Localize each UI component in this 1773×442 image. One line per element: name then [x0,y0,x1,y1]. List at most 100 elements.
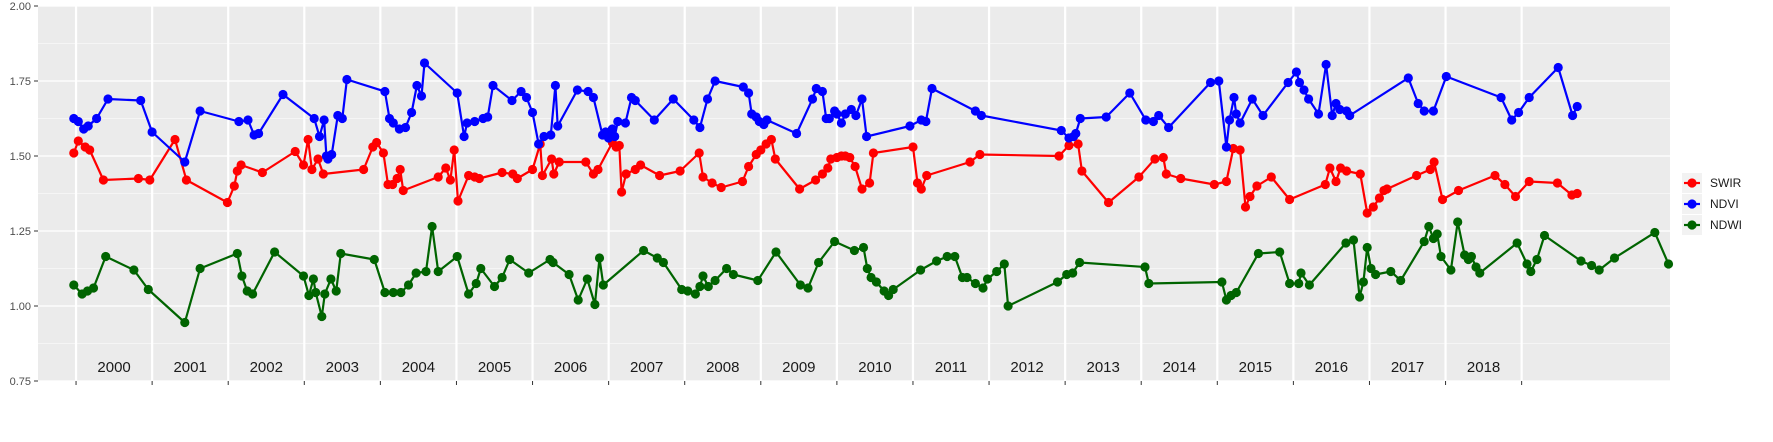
legend-label: NDWI [1710,218,1742,232]
data-point-ndwi [232,248,242,259]
data-point-swir [766,134,777,145]
data-point-ndvi [702,94,713,104]
data-point-ndvi [254,128,264,139]
data-point-ndwi [1075,257,1085,268]
data-point-ndvi [1283,77,1293,88]
data-point-ndwi [582,274,592,284]
data-point-swir [372,137,382,148]
data-point-ndwi [1650,227,1660,238]
data-point-swir [1252,181,1262,191]
data-point-swir [497,167,507,178]
data-point-ndvi [836,118,847,128]
data-point-ndwi [1526,266,1536,277]
data-point-ndwi [594,253,605,263]
year-label: 2011 [935,359,967,376]
data-point-swir [1374,193,1384,203]
data-point-ndvi [588,92,599,103]
data-point-swir [1355,169,1365,179]
data-point-ndwi [308,274,318,284]
data-point-swir [378,148,388,158]
data-point-ndvi [1294,77,1305,88]
data-point-ndvi [1214,76,1224,86]
data-point-swir [655,170,665,181]
data-point-ndvi [1224,115,1235,125]
data-point-ndvi [1075,113,1085,124]
data-point-ndwi [497,272,507,283]
data-point-swir [916,184,926,194]
data-point-ndwi [830,236,840,247]
series-layer [69,58,1674,328]
data-point-swir [1425,164,1435,175]
data-point-ndvi [689,115,699,125]
year-label: 2004 [402,359,435,376]
data-point-ndvi [610,131,620,142]
data-point-ndvi [695,122,705,133]
data-point-swir [975,149,985,160]
data-point-ndvi [337,113,347,124]
legend-item-swir: SWIR [1682,173,1742,193]
data-point-swir [537,170,548,181]
data-point-ndvi [607,124,618,134]
data-point-ndwi [421,266,431,277]
data-point-ndvi [470,116,480,127]
y-tick-label: 1.75 [10,76,31,88]
data-point-ndwi [982,274,993,284]
data-point-ndvi [851,110,861,121]
data-point-ndwi [978,283,988,293]
data-point-ndvi [180,157,190,167]
data-point-ndwi [590,299,600,310]
data-point-ndvi [462,118,472,128]
data-point-ndwi [1253,248,1263,259]
data-point-ndvi [1221,142,1231,152]
data-point-swir [795,184,805,194]
data-point-ndvi [507,95,517,106]
data-point-swir [527,164,538,175]
data-point-ndvi [136,95,146,106]
data-point-ndwi [1140,262,1150,272]
data-point-ndwi [916,265,926,275]
data-point-ndvi [521,92,532,103]
data-point-ndvi [92,113,102,124]
data-point-swir [744,161,754,172]
data-point-ndwi [524,268,534,278]
data-point-swir [1064,140,1074,151]
y-tick-label: 1.25 [10,226,31,238]
data-point-ndwi [237,271,247,281]
data-point-ndwi [317,311,327,322]
data-point-swir [1490,170,1500,181]
data-point-ndvi [807,94,818,104]
data-point-swir [593,164,603,175]
data-point-ndvi [380,86,390,97]
data-point-ndvi [1313,109,1324,119]
data-point-ndvi [1413,98,1423,109]
data-point-ndvi [792,128,802,139]
y-tick-label: 1.50 [10,151,31,163]
data-point-ndwi [950,251,960,262]
data-point-swir [1245,191,1255,202]
legend-label: SWIR [1710,176,1742,190]
data-point-ndvi [1507,115,1517,125]
data-point-swir [257,167,267,178]
y-axis: 0.75 1.00 1.25 1.50 1.75 2.00 [10,1,38,388]
data-point-swir [737,176,748,187]
data-point-swir [69,148,79,158]
data-point-swir [965,157,975,167]
data-point-swir [707,178,717,188]
data-point-swir [823,163,833,173]
data-point-ndwi [88,283,99,293]
data-point-ndvi [1291,67,1301,77]
data-point-ndvi [1327,110,1337,121]
data-point-ndwi [1371,269,1381,280]
data-point-swir [621,169,631,179]
legend-key-point [1687,178,1697,188]
data-point-swir [716,182,726,193]
data-point-ndvi [83,121,93,131]
data-point-ndvi [668,94,678,104]
data-point-ndwi [1296,268,1306,278]
data-point-swir [73,136,83,146]
data-point-ndvi [412,80,422,91]
data-point-ndvi [620,118,631,128]
data-point-ndwi [1304,280,1314,290]
data-point-ndwi [1275,247,1285,257]
data-point-ndwi [129,265,139,275]
